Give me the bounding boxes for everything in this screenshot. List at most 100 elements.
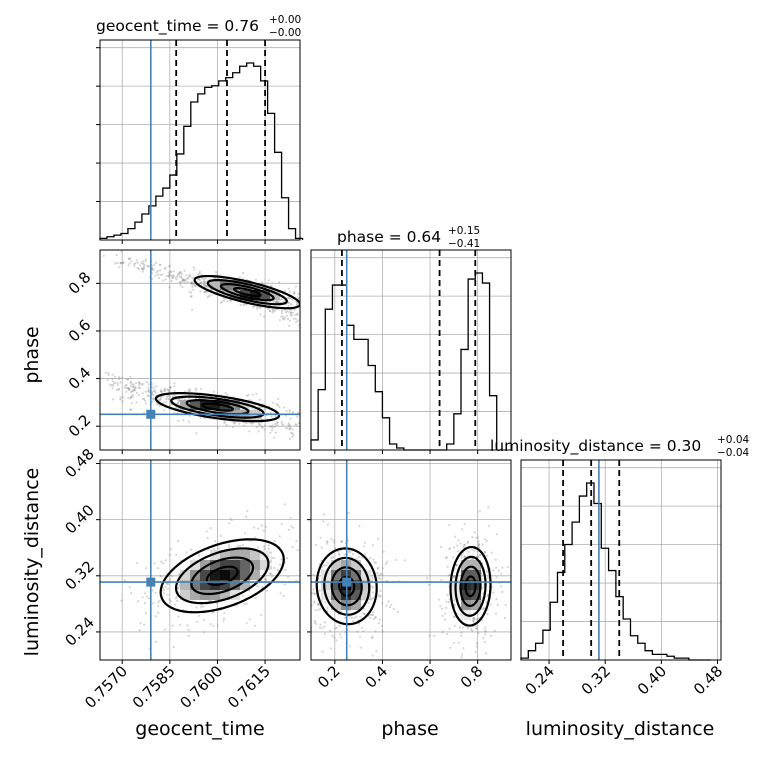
scatter-point [316, 602, 319, 605]
scatter-point [139, 622, 142, 625]
scatter-point [322, 513, 325, 516]
scatter-point [477, 546, 480, 549]
scatter-point [475, 642, 478, 645]
scatter-point [175, 595, 178, 598]
scatter-point [463, 543, 466, 546]
scatter-point [294, 423, 297, 426]
scatter-point [174, 406, 177, 409]
scatter-point [185, 274, 188, 277]
scatter-point [273, 556, 276, 560]
scatter-point [177, 419, 180, 422]
scatter-point [182, 279, 185, 282]
scatter-point [147, 383, 150, 386]
scatter-point [239, 303, 242, 307]
scatter-point [129, 408, 132, 411]
scatter-point [302, 298, 304, 300]
scatter-point [466, 540, 469, 544]
scatter-point [332, 539, 335, 542]
hist2d-cell [210, 560, 220, 570]
scatter-point [171, 624, 174, 627]
scatter-point [164, 401, 168, 404]
hist2d-cell [331, 570, 341, 580]
title-luminosity-distance-text: luminosity_distance = 0.30 [490, 437, 701, 456]
scatter-point [187, 277, 190, 280]
scatter-point [305, 566, 307, 568]
hist2d-cell [180, 590, 190, 600]
scatter-point [485, 540, 488, 543]
scatter-point [170, 279, 173, 283]
scatter-point [467, 550, 470, 554]
hist2d-cell [200, 590, 210, 600]
scatter-point [287, 575, 290, 579]
hist2d-cell [240, 550, 250, 560]
scatter-point [135, 391, 138, 394]
scatter-point [126, 378, 130, 381]
scatter-point [133, 265, 136, 268]
hist2d-cell [220, 570, 230, 580]
panel-frame [310, 459, 512, 661]
scatter-point [260, 524, 264, 527]
scatter-point [482, 636, 485, 640]
scatter-point [242, 543, 245, 547]
scatter-point [129, 396, 133, 399]
scatter-point [326, 540, 329, 543]
histogram-step [520, 482, 711, 661]
scatter-point [339, 610, 342, 613]
scatter-point [116, 261, 119, 264]
scatter-point [349, 550, 352, 554]
scatter-point [274, 415, 277, 418]
scatter-point [307, 303, 309, 305]
scatter-point [444, 556, 448, 559]
scatter-point [387, 600, 390, 603]
scatter-point [455, 564, 458, 567]
scatter-point [448, 524, 451, 527]
scatter-point [132, 389, 135, 393]
scatter-point [335, 626, 338, 629]
scatter-point [315, 293, 317, 295]
scatter-point [124, 384, 127, 387]
scatter-point [200, 606, 203, 609]
contour-line [323, 556, 371, 616]
hist2d-cell [471, 570, 481, 580]
scatter-point [248, 430, 251, 433]
scatter-point [394, 558, 398, 562]
scatter-point [485, 554, 488, 557]
scatter-point [208, 294, 211, 298]
y-tick-label: 0.40 [61, 501, 97, 537]
scatter-point [377, 622, 380, 625]
scatter-point [371, 544, 374, 547]
scatter-point [257, 422, 261, 425]
scatter-point [194, 387, 198, 390]
scatter-point [171, 276, 174, 279]
scatter-point [239, 544, 242, 548]
scatter-point [203, 280, 206, 283]
scatter-point [162, 279, 165, 282]
scatter-point [252, 305, 256, 308]
y-tick-label: 0.6 [65, 316, 95, 346]
scatter-point [297, 293, 300, 296]
scatter-point [136, 561, 139, 565]
scatter-point [378, 574, 381, 577]
scatter-point [453, 546, 456, 549]
scatter-point [379, 595, 382, 598]
scatter-point [296, 302, 299, 305]
scatter-point [353, 616, 356, 620]
scatter-point [381, 630, 384, 633]
scatter-point [158, 263, 161, 266]
scatter-point [143, 623, 146, 626]
scatter-point [154, 615, 158, 618]
scatter-point [472, 618, 475, 621]
scatter-point [379, 572, 382, 575]
x-tick-label: 0.7600 [176, 662, 226, 712]
scatter-point [163, 588, 166, 592]
scatter-point [176, 275, 179, 278]
scatter-point [180, 273, 183, 276]
scatter-point [374, 561, 378, 564]
scatter-point [312, 588, 315, 591]
scatter-point [155, 385, 158, 388]
contour-line [174, 547, 270, 605]
scatter-point [151, 390, 154, 393]
scatter-point [307, 615, 309, 617]
scatter-point [331, 634, 334, 637]
scatter-point [168, 270, 171, 273]
